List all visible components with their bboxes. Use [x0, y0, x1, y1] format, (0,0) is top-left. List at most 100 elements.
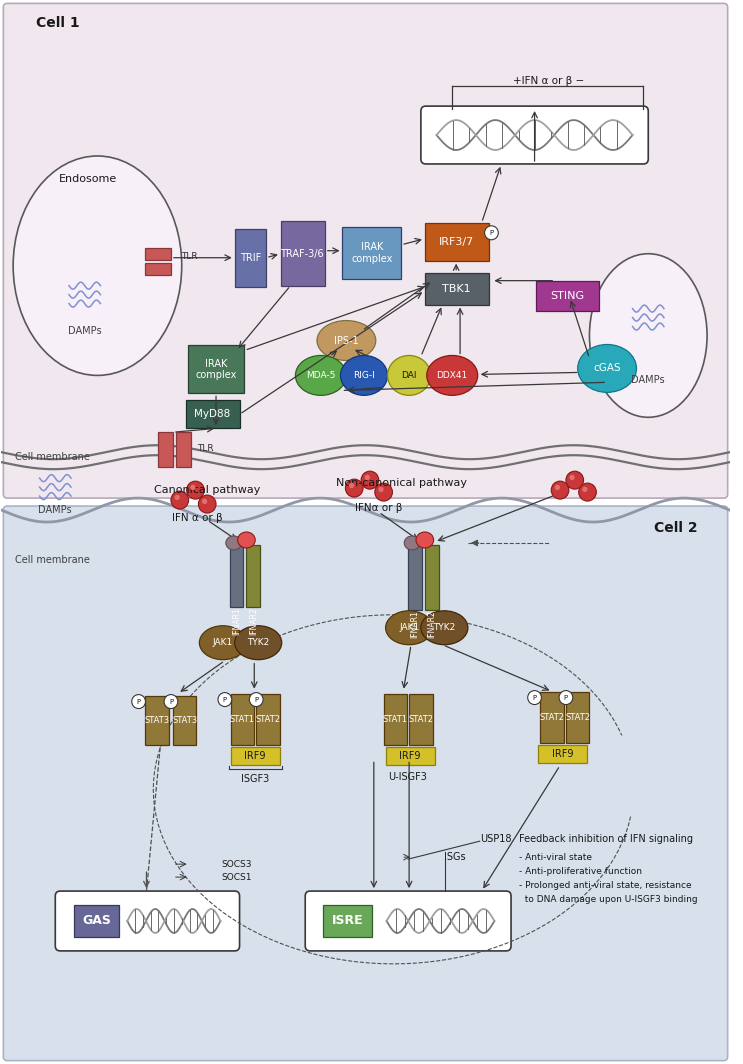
Text: Cell membrane: Cell membrane: [15, 452, 90, 462]
Ellipse shape: [361, 471, 379, 489]
Text: MyD88: MyD88: [194, 410, 230, 419]
Ellipse shape: [132, 695, 146, 709]
Bar: [383, 694, 407, 746]
Ellipse shape: [559, 691, 573, 704]
Text: TYK2: TYK2: [433, 624, 455, 632]
Text: STAT1: STAT1: [383, 715, 408, 724]
Bar: [540, 692, 564, 744]
Text: ISGF3: ISGF3: [241, 775, 270, 784]
Text: TRIF: TRIF: [240, 253, 261, 263]
Text: IFNAR2: IFNAR2: [427, 610, 436, 637]
Text: Endosome: Endosome: [59, 173, 117, 184]
Text: - Anti-viral state: - Anti-viral state: [519, 852, 592, 862]
Text: IRAK
complex: IRAK complex: [351, 242, 392, 264]
Text: cGAS: cGAS: [593, 364, 621, 373]
Ellipse shape: [365, 475, 370, 480]
Text: JAK1: JAK1: [212, 638, 233, 647]
Text: Non-canonical pathway: Non-canonical pathway: [336, 478, 467, 488]
Text: DAMPs: DAMPs: [632, 376, 665, 385]
Text: IRF9: IRF9: [552, 749, 574, 760]
Text: DDX41: DDX41: [437, 371, 468, 380]
Ellipse shape: [190, 485, 195, 491]
Text: P: P: [533, 695, 536, 700]
Text: IFN α or β: IFN α or β: [172, 513, 223, 523]
Text: SOCS3: SOCS3: [221, 860, 251, 868]
Text: TRAF-3/6: TRAF-3/6: [280, 249, 324, 259]
Bar: [281, 221, 325, 285]
Bar: [343, 227, 401, 279]
Ellipse shape: [569, 475, 575, 480]
Bar: [231, 747, 280, 765]
Ellipse shape: [583, 486, 588, 493]
Ellipse shape: [388, 355, 431, 396]
Bar: [536, 281, 600, 311]
Bar: [539, 746, 588, 763]
Bar: [173, 696, 196, 746]
FancyBboxPatch shape: [55, 891, 239, 951]
Ellipse shape: [566, 471, 583, 489]
Text: JAK1: JAK1: [399, 624, 419, 632]
Ellipse shape: [238, 532, 256, 548]
Ellipse shape: [164, 695, 178, 709]
Bar: [146, 263, 171, 275]
Bar: [247, 545, 260, 606]
Bar: [186, 400, 239, 429]
Text: IPS-1: IPS-1: [334, 335, 359, 346]
Text: DAMPs: DAMPs: [39, 505, 72, 515]
Text: RIG-I: RIG-I: [353, 371, 375, 380]
Text: P: P: [169, 699, 173, 704]
Text: +IFN α or β −: +IFN α or β −: [513, 77, 584, 86]
Text: to DNA damage upon U-ISGF3 binding: to DNA damage upon U-ISGF3 binding: [519, 895, 698, 903]
Text: USP18: USP18: [480, 834, 511, 844]
Text: P: P: [137, 699, 140, 704]
Bar: [408, 545, 422, 610]
Bar: [235, 229, 266, 286]
Ellipse shape: [416, 532, 434, 548]
Text: DAI: DAI: [401, 371, 417, 380]
Bar: [323, 905, 372, 937]
Ellipse shape: [13, 156, 182, 376]
Bar: [231, 694, 254, 746]
Bar: [230, 545, 244, 606]
Text: IRF3/7: IRF3/7: [438, 237, 474, 247]
Ellipse shape: [386, 611, 432, 645]
Ellipse shape: [551, 481, 569, 499]
Bar: [158, 432, 173, 467]
Text: IFNα or β: IFNα or β: [355, 503, 403, 513]
Bar: [425, 545, 438, 610]
Bar: [409, 694, 432, 746]
Text: STING: STING: [550, 290, 584, 301]
Text: STAT2: STAT2: [565, 713, 590, 722]
Bar: [146, 696, 169, 746]
Text: GAS: GAS: [82, 914, 111, 928]
Text: P: P: [223, 697, 227, 702]
Text: Canonical pathway: Canonical pathway: [154, 485, 260, 495]
Ellipse shape: [198, 495, 216, 513]
Ellipse shape: [349, 483, 354, 488]
Ellipse shape: [578, 345, 637, 393]
Text: DAMPs: DAMPs: [68, 326, 102, 335]
Text: TYK2: TYK2: [247, 638, 269, 647]
Text: STAT1: STAT1: [230, 715, 255, 724]
Ellipse shape: [340, 355, 388, 396]
Ellipse shape: [484, 226, 499, 239]
Text: Cell 2: Cell 2: [654, 521, 697, 535]
Ellipse shape: [528, 691, 542, 704]
Bar: [386, 747, 435, 765]
Text: IRF9: IRF9: [399, 751, 421, 762]
Ellipse shape: [171, 492, 189, 509]
Text: STAT2: STAT2: [409, 715, 433, 724]
Ellipse shape: [202, 499, 207, 504]
Text: Cell membrane: Cell membrane: [15, 555, 90, 565]
Ellipse shape: [296, 355, 346, 396]
Ellipse shape: [235, 626, 282, 660]
Ellipse shape: [199, 626, 247, 660]
Text: IFNAR1: IFNAR1: [410, 610, 420, 637]
Ellipse shape: [404, 536, 420, 550]
Text: IRAK
complex: IRAK complex: [195, 359, 237, 380]
Text: P: P: [254, 697, 259, 702]
Text: P: P: [490, 230, 493, 236]
Bar: [176, 432, 190, 467]
Bar: [188, 346, 244, 394]
Ellipse shape: [226, 536, 241, 550]
